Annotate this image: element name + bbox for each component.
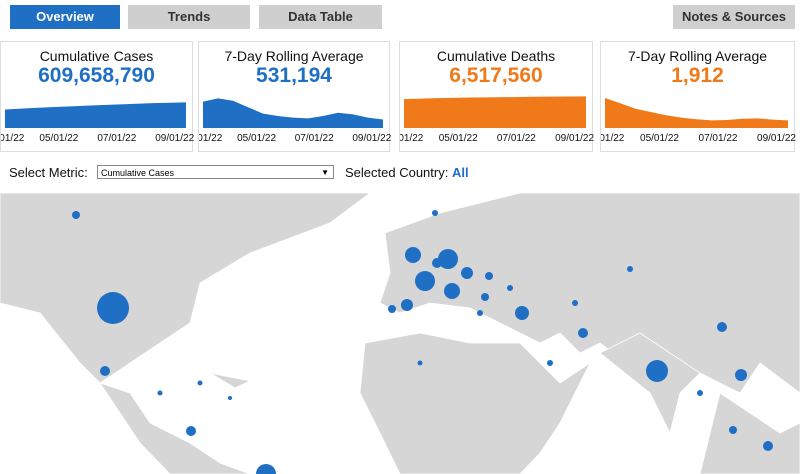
country-bubble — [646, 360, 668, 382]
x-tick-label: 09/01/22 — [352, 133, 391, 144]
sparkline: 03/01/22 05/01/22 07/01/22 09/01/22 — [400, 96, 594, 144]
card-title: Cumulative Cases — [39, 48, 154, 64]
country-bubble — [438, 249, 458, 269]
country-bubble — [186, 426, 196, 436]
country-bubble — [432, 210, 438, 216]
tab[interactable]: Data Table — [259, 5, 382, 29]
x-tick-label: 03/01/22 — [400, 133, 424, 144]
country-bubble — [197, 380, 203, 386]
x-tick-label: 09/01/22 — [757, 133, 796, 144]
x-tick-label: 05/01/22 — [237, 133, 276, 144]
x-tick-label: 07/01/22 — [497, 133, 536, 144]
sparkline: 03/01/22 05/01/22 07/01/22 09/01/22 — [199, 98, 391, 144]
country-bubble — [444, 283, 460, 299]
card-title: Cumulative Deaths — [436, 48, 556, 64]
country-label: Selected Country: — [345, 165, 449, 180]
country-bubble — [627, 266, 633, 272]
country-bubble — [547, 360, 553, 366]
x-tick-label: 07/01/22 — [699, 133, 738, 144]
card-title: 7-Day Rolling Average — [224, 48, 364, 64]
x-tick-label: 09/01/22 — [155, 133, 194, 144]
card-value: 609,658,790 — [38, 64, 155, 87]
country-bubble — [485, 272, 493, 280]
country-bubble — [256, 464, 276, 474]
country-bubble — [228, 396, 232, 400]
country-bubble — [477, 310, 483, 316]
country-bubble — [432, 258, 442, 268]
card-value: 1,912 — [671, 64, 724, 87]
country-bubble — [507, 285, 513, 291]
country-bubble — [100, 366, 110, 376]
tab[interactable]: Trends — [128, 5, 250, 29]
card-value: 6,517,560 — [449, 64, 543, 87]
x-tick-label: 03/01/22 — [199, 133, 223, 144]
country-bubble — [401, 299, 413, 311]
card-value: 531,194 — [256, 64, 332, 87]
x-tick-label: 05/01/22 — [439, 133, 478, 144]
country-bubble — [717, 322, 727, 332]
select-value: Cumulative Cases — [101, 168, 175, 178]
x-tick-label: 05/01/22 — [640, 133, 679, 144]
country: Selected Country: All — [345, 165, 469, 180]
country-bubble — [388, 305, 396, 313]
country-bubble — [578, 328, 588, 338]
country-bubble — [515, 306, 529, 320]
card-title: 7-Day Rolling Average — [627, 48, 768, 64]
select-label: Select Metric: — [9, 165, 88, 180]
country-bubble — [97, 292, 129, 324]
sparkline: 03/01/22 05/01/22 07/01/22 09/01/22 — [1, 102, 194, 144]
x-tick-label: 07/01/22 — [295, 133, 334, 144]
country-bubble — [461, 267, 473, 279]
area — [404, 96, 586, 128]
country-bubble — [481, 293, 489, 301]
country-bubble — [735, 369, 747, 381]
country-bubble — [697, 390, 703, 396]
country-bubble — [417, 360, 423, 366]
country-bubble — [72, 211, 80, 219]
tab[interactable]: Notes & Sources — [673, 5, 795, 29]
country-value: All — [451, 165, 469, 180]
x-tick-label: 03/01/22 — [601, 133, 625, 144]
select-box[interactable]: Cumulative Cases ▼ — [97, 165, 334, 179]
sparkline: 03/01/22 05/01/22 07/01/22 09/01/22 — [601, 98, 796, 144]
area — [605, 98, 788, 128]
map — [0, 193, 800, 474]
x-tick-label: 07/01/22 — [97, 133, 136, 144]
country-bubble — [415, 271, 435, 291]
area — [203, 98, 383, 128]
area — [5, 102, 186, 128]
x-tick-label: 05/01/22 — [39, 133, 78, 144]
x-tick-label: 09/01/22 — [555, 133, 594, 144]
country-bubble — [729, 426, 737, 434]
country-bubble — [405, 247, 421, 263]
country-bubble — [157, 390, 163, 396]
country-bubble — [572, 300, 578, 306]
tab[interactable]: Overview — [10, 5, 120, 29]
x-tick-label: 03/01/22 — [1, 133, 25, 144]
country-bubble — [763, 441, 773, 451]
